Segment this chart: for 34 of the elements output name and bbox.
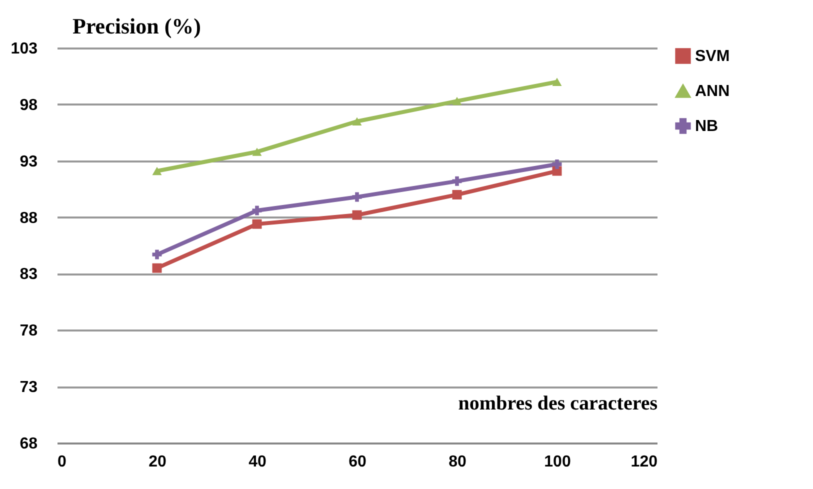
- point: [152, 250, 162, 260]
- point: [352, 117, 362, 126]
- x-tick-label: 20: [148, 454, 166, 470]
- legend-label: NB: [695, 118, 718, 135]
- y-axis-title: Precision (%): [72, 14, 202, 38]
- y-tick-label: 103: [10, 40, 38, 58]
- point: [252, 206, 262, 216]
- point: [352, 210, 362, 220]
- point: [152, 263, 162, 273]
- y-tick-label: 98: [20, 96, 38, 114]
- x-axis-title: nombres des caracteres: [458, 392, 658, 414]
- y-tick-label: 93: [20, 153, 38, 170]
- x-tick-label: 80: [448, 454, 466, 470]
- y-tick-label: 88: [20, 210, 38, 227]
- y-tick-label: 68: [20, 436, 38, 452]
- point: [352, 192, 362, 202]
- y-tick-label: 83: [20, 266, 38, 284]
- x-tick-label: 100: [544, 454, 571, 470]
- point: [252, 219, 262, 229]
- point: [452, 190, 462, 200]
- y-tick-label: 73: [20, 379, 38, 396]
- point: [552, 160, 562, 169]
- point: [252, 148, 262, 156]
- x-tick-label: 0: [58, 454, 66, 470]
- point: [552, 78, 562, 86]
- legend-label: SVM: [695, 48, 730, 65]
- legend-label: ANN: [695, 83, 730, 100]
- x-tick-label: 40: [248, 454, 266, 470]
- y-tick-label: 78: [20, 322, 38, 340]
- point: [452, 96, 462, 106]
- point: [152, 166, 162, 176]
- x-tick-label: 120: [630, 454, 658, 470]
- x-tick-label: 60: [348, 454, 366, 470]
- point: [452, 176, 462, 186]
